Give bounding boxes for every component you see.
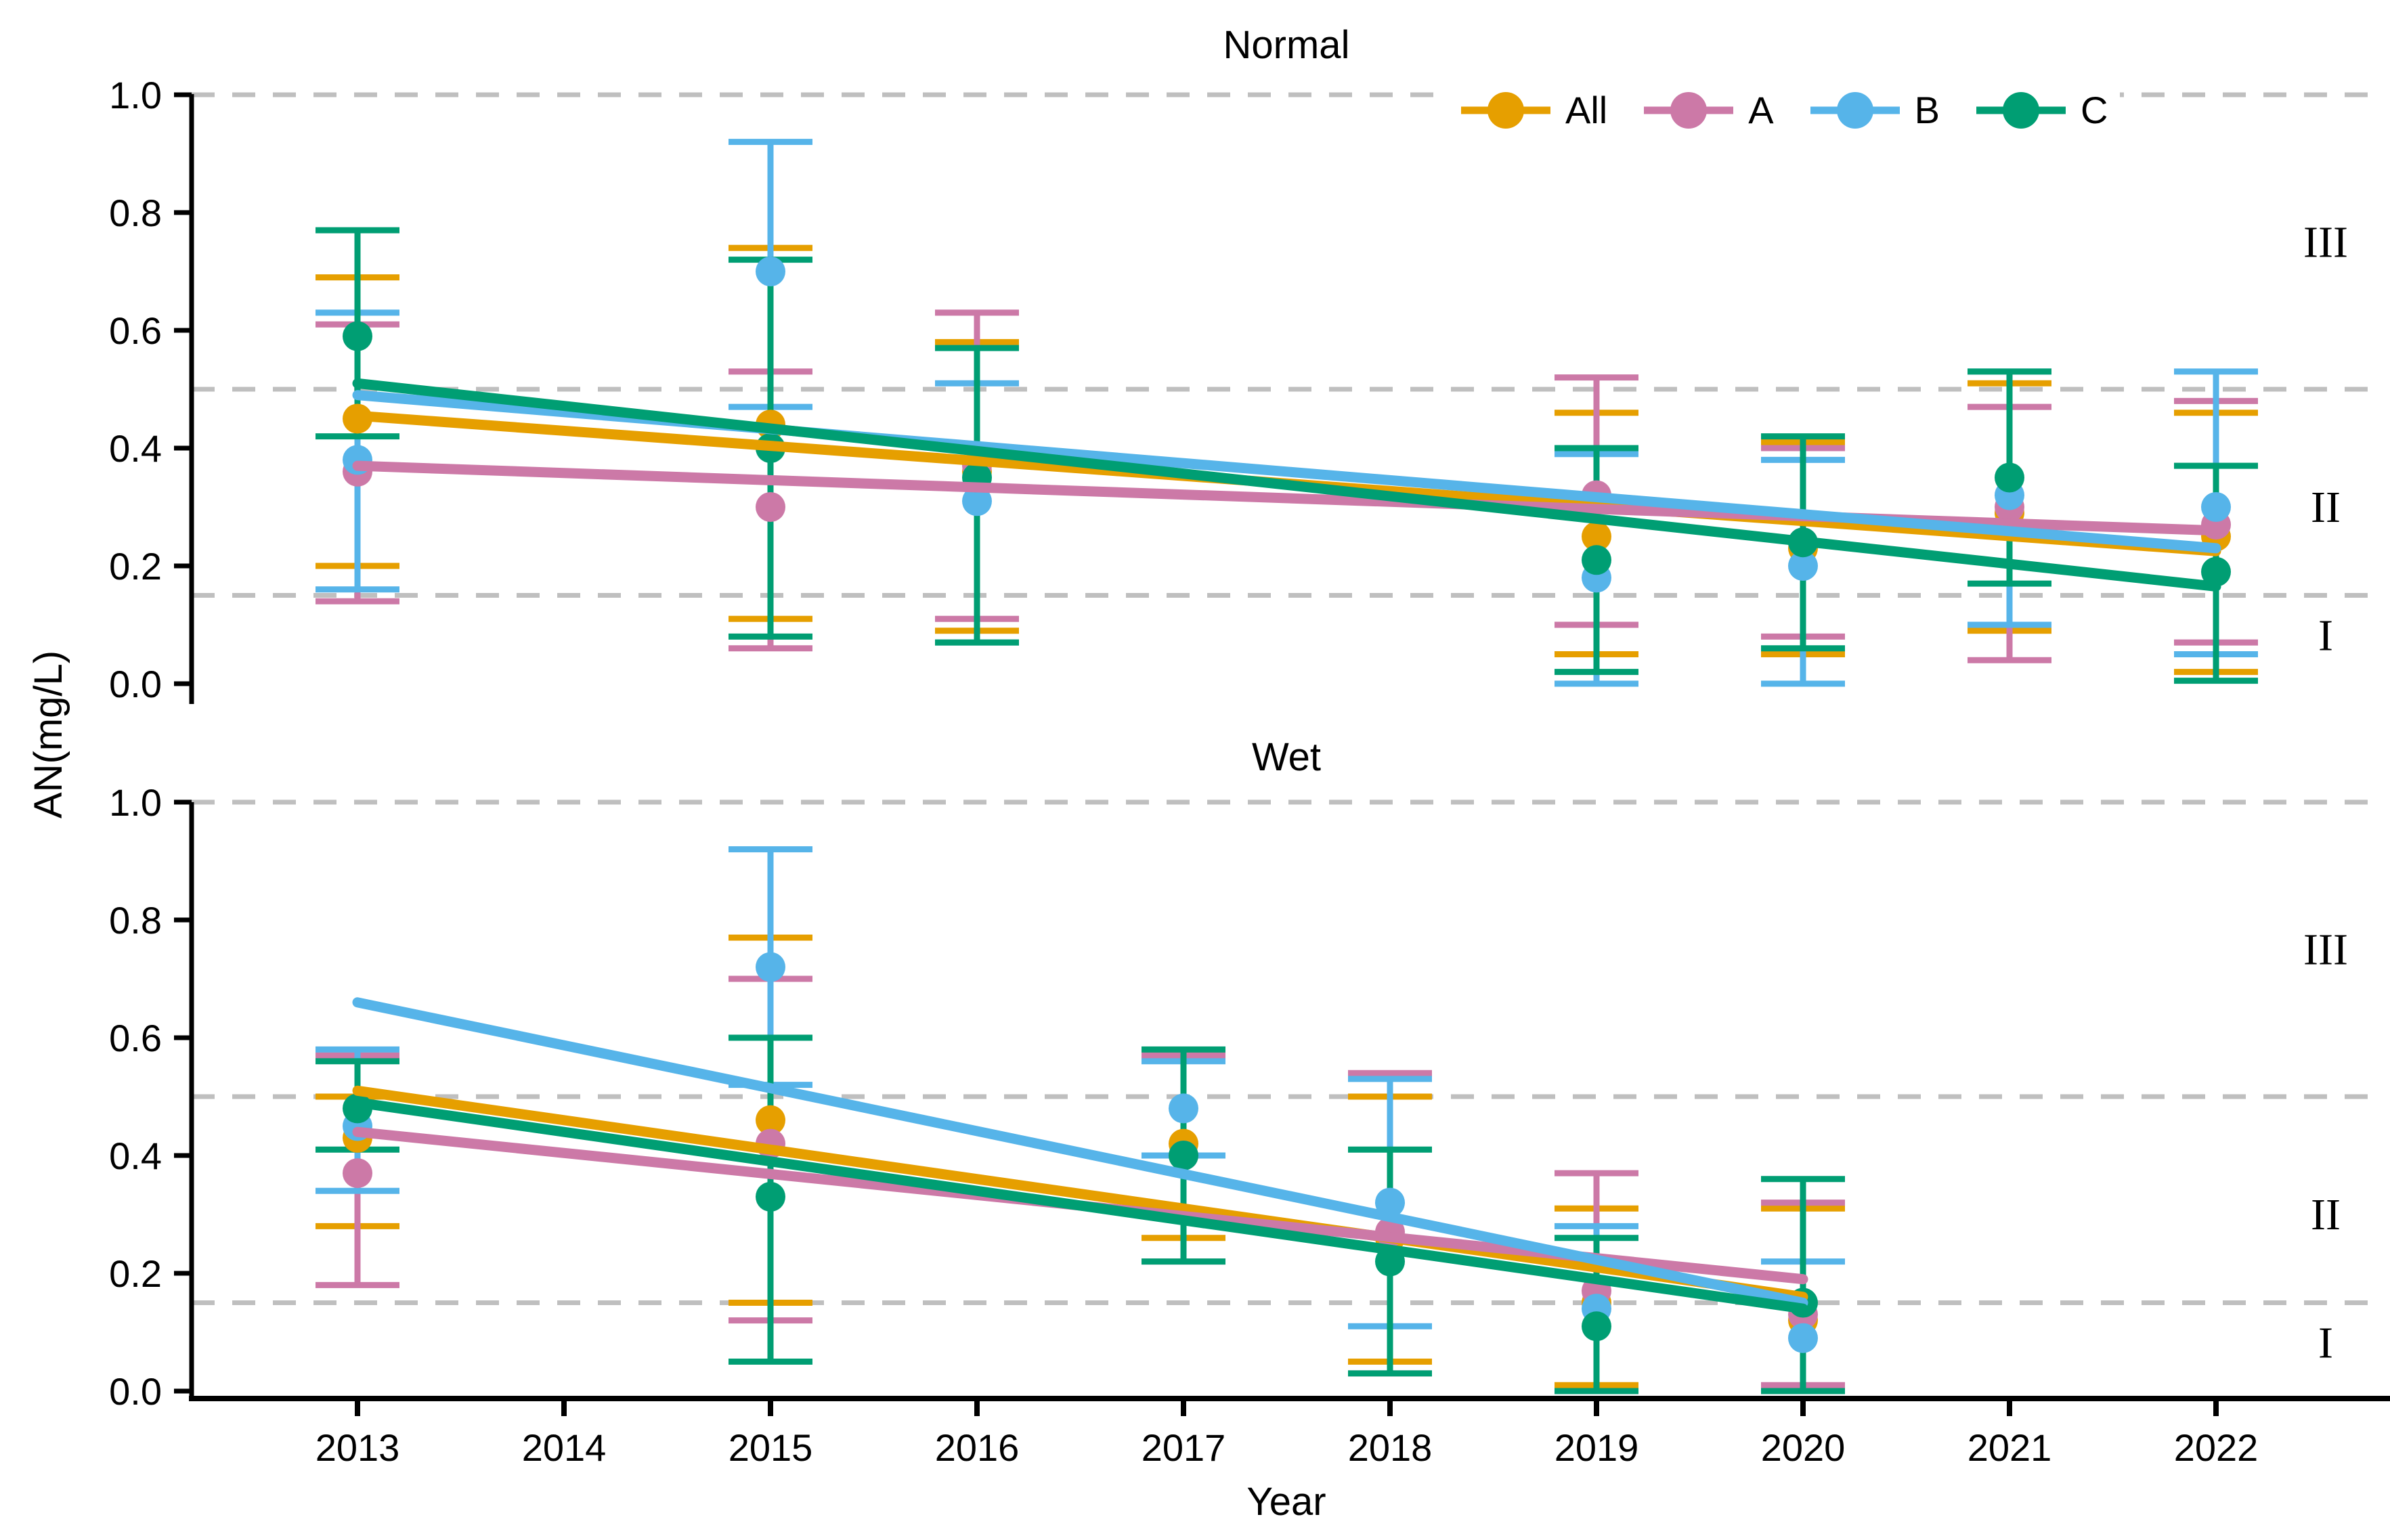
data-point	[343, 1158, 372, 1189]
x-tick-label: 2014	[522, 1426, 607, 1469]
legend-item-all: All	[1461, 88, 1607, 133]
data-point	[756, 492, 785, 522]
y-tick-label: 1.0	[109, 74, 162, 116]
data-point	[756, 1105, 785, 1135]
series-errorbars-c	[316, 227, 2258, 684]
trend-line-all	[352, 1085, 1808, 1302]
y-tick-label: 0.4	[109, 1135, 162, 1177]
region-label-II: II	[2311, 1190, 2341, 1239]
data-point	[962, 486, 992, 516]
series-points-c	[343, 321, 2231, 587]
y-tick-label: 0.8	[109, 192, 162, 234]
region-label-III: III	[2303, 925, 2348, 975]
region-label-I: I	[2318, 611, 2333, 661]
y-tick-label: 0.8	[109, 899, 162, 942]
y-tick-label: 0.2	[109, 545, 162, 588]
y-tick-label: 0.6	[109, 1017, 162, 1059]
legend-key-line-dot-icon	[1461, 92, 1550, 129]
x-tick-label: 2018	[1348, 1426, 1433, 1469]
panel-title-wet: Wet	[1251, 735, 1322, 779]
legend-label: A	[1748, 89, 1774, 131]
y-tick-label: 0.0	[109, 1370, 162, 1413]
data-point	[756, 1181, 785, 1212]
legend-label: B	[1914, 89, 1940, 131]
x-tick-label: 2020	[1761, 1426, 1846, 1469]
region-label-I: I	[2318, 1319, 2333, 1368]
x-tick-label: 2019	[1555, 1426, 1639, 1469]
panel-title-normal: Normal	[1223, 23, 1350, 67]
region-label-II: II	[2311, 483, 2341, 532]
data-point	[1582, 545, 1611, 575]
series-errorbars-all	[316, 934, 1845, 1394]
legend: All A B C	[1449, 80, 2121, 141]
series-errorbars-c	[316, 1034, 1845, 1394]
x-tick-label: 2013	[316, 1426, 400, 1469]
data-point	[343, 321, 372, 351]
legend-item-c: C	[1976, 88, 2108, 133]
y-tick-label: 1.0	[109, 781, 162, 824]
data-point	[2201, 556, 2231, 587]
y-tick-label: 0.0	[109, 663, 162, 705]
data-point	[1582, 521, 1611, 552]
data-point	[1375, 1187, 1405, 1218]
data-point	[1788, 551, 1818, 581]
y-tick-label: 0.2	[109, 1252, 162, 1295]
data-point	[1169, 1141, 1198, 1170]
legend-key-line-dot-icon	[1810, 92, 1900, 129]
trend-line-b	[352, 997, 1808, 1308]
data-point	[756, 952, 785, 982]
legend-key-line-dot-icon	[1644, 92, 1734, 129]
x-tick-label: 2016	[935, 1426, 1020, 1469]
legend-label: C	[2080, 89, 2108, 131]
trend-line-c	[352, 1097, 1808, 1314]
x-tick-label: 2021	[1968, 1426, 2052, 1469]
legend-key-line-dot-icon	[1976, 92, 2066, 129]
data-point	[756, 257, 785, 286]
y-axis-title: AN(mg/L)	[26, 650, 70, 819]
region-label-III: III	[2303, 218, 2348, 267]
x-tick-label: 2017	[1142, 1426, 1226, 1469]
y-tick-label: 0.4	[109, 427, 162, 470]
data-point	[1995, 462, 2024, 493]
series-errorbars-all	[316, 244, 2258, 676]
data-point	[1169, 1093, 1198, 1124]
data-point	[2201, 492, 2231, 522]
data-point	[1582, 1311, 1611, 1342]
x-tick-label: 2022	[2174, 1426, 2259, 1469]
x-axis-title: Year	[1246, 1480, 1326, 1524]
data-point	[1788, 1323, 1818, 1353]
legend-label: All	[1565, 89, 1608, 131]
legend-item-b: B	[1810, 88, 1940, 133]
y-tick-label: 0.6	[109, 309, 162, 352]
legend-item-a: A	[1644, 88, 1774, 133]
series-points-b	[343, 257, 2231, 593]
x-tick-label: 2015	[729, 1426, 813, 1469]
trend-line-c	[352, 378, 2221, 592]
